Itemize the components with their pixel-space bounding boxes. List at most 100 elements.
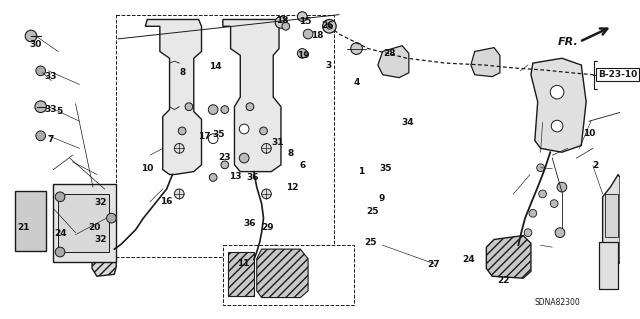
Circle shape [36,66,45,76]
Circle shape [55,247,65,257]
Text: 25: 25 [365,238,377,247]
Text: 36: 36 [247,173,259,182]
Circle shape [174,144,184,153]
Circle shape [323,19,336,33]
Text: 10: 10 [141,164,154,173]
Text: 5: 5 [56,107,62,116]
Polygon shape [486,235,531,278]
Text: 23: 23 [218,153,230,162]
Text: 24: 24 [462,256,474,264]
Circle shape [262,144,271,153]
Circle shape [209,174,217,181]
Circle shape [55,192,65,202]
Text: 16: 16 [160,197,172,206]
Text: 36: 36 [243,219,255,228]
Text: 17: 17 [198,132,211,141]
Circle shape [221,106,228,114]
Bar [605,242,618,260]
Circle shape [221,161,228,169]
Polygon shape [378,46,409,78]
Text: 24: 24 [54,229,67,238]
Circle shape [107,213,116,223]
Circle shape [551,120,563,132]
Text: 28: 28 [383,49,396,58]
Text: 3: 3 [326,61,332,70]
Text: 18: 18 [276,16,289,25]
Text: 2: 2 [592,161,598,170]
Polygon shape [531,58,586,152]
Text: 12: 12 [287,183,299,192]
Circle shape [260,127,268,135]
Text: 11: 11 [237,259,250,269]
Circle shape [208,134,218,144]
Text: 10: 10 [583,129,595,138]
Text: 20: 20 [89,223,101,232]
Text: 27: 27 [428,260,440,269]
Circle shape [326,23,332,29]
Circle shape [179,127,186,135]
Circle shape [298,48,307,58]
Circle shape [25,30,37,42]
Bar [58,194,109,252]
Circle shape [550,200,558,207]
Text: 31: 31 [271,138,284,147]
Circle shape [555,228,565,237]
Polygon shape [223,19,281,172]
Circle shape [246,103,254,111]
Text: 35: 35 [380,164,392,173]
Circle shape [239,153,249,163]
Circle shape [557,182,567,192]
Text: 15: 15 [299,18,311,26]
Bar [53,184,116,262]
Bar [223,245,354,305]
Text: 8: 8 [180,69,186,78]
Polygon shape [603,174,620,265]
Circle shape [524,229,532,236]
Circle shape [539,190,547,198]
Polygon shape [145,19,202,174]
Text: 32: 32 [94,198,107,207]
Polygon shape [471,48,500,77]
Text: 1: 1 [358,167,364,176]
Circle shape [239,124,249,134]
Text: 9: 9 [378,194,385,203]
Text: 35: 35 [212,130,225,139]
Circle shape [262,189,271,199]
Text: 18: 18 [311,31,324,41]
Text: 4: 4 [353,78,360,87]
Circle shape [36,131,45,141]
Text: B-23-10: B-23-10 [598,70,637,79]
Bar [116,15,334,257]
Bar [605,194,618,237]
Bar [15,191,45,251]
Text: 25: 25 [366,207,378,216]
Circle shape [298,12,307,21]
Circle shape [282,22,290,30]
Circle shape [351,43,362,54]
Text: 19: 19 [298,51,310,61]
Polygon shape [228,245,283,278]
Polygon shape [92,241,116,276]
Bar [599,242,618,289]
Text: 26: 26 [321,21,333,31]
Text: 7: 7 [47,135,54,144]
Circle shape [303,29,313,39]
Text: 21: 21 [17,223,30,232]
Circle shape [550,85,564,99]
Circle shape [185,103,193,111]
Text: 30: 30 [30,40,42,49]
Circle shape [174,189,184,199]
Circle shape [529,209,537,217]
Text: 8: 8 [287,149,293,158]
Text: 33: 33 [45,105,57,114]
Text: 34: 34 [402,118,414,127]
Circle shape [208,105,218,115]
Text: 13: 13 [229,172,242,181]
Text: FR.: FR. [557,37,579,47]
Circle shape [537,164,545,172]
Polygon shape [228,252,254,296]
Polygon shape [257,249,308,298]
Text: 22: 22 [497,276,509,285]
Circle shape [275,17,287,28]
Text: 14: 14 [209,62,222,71]
